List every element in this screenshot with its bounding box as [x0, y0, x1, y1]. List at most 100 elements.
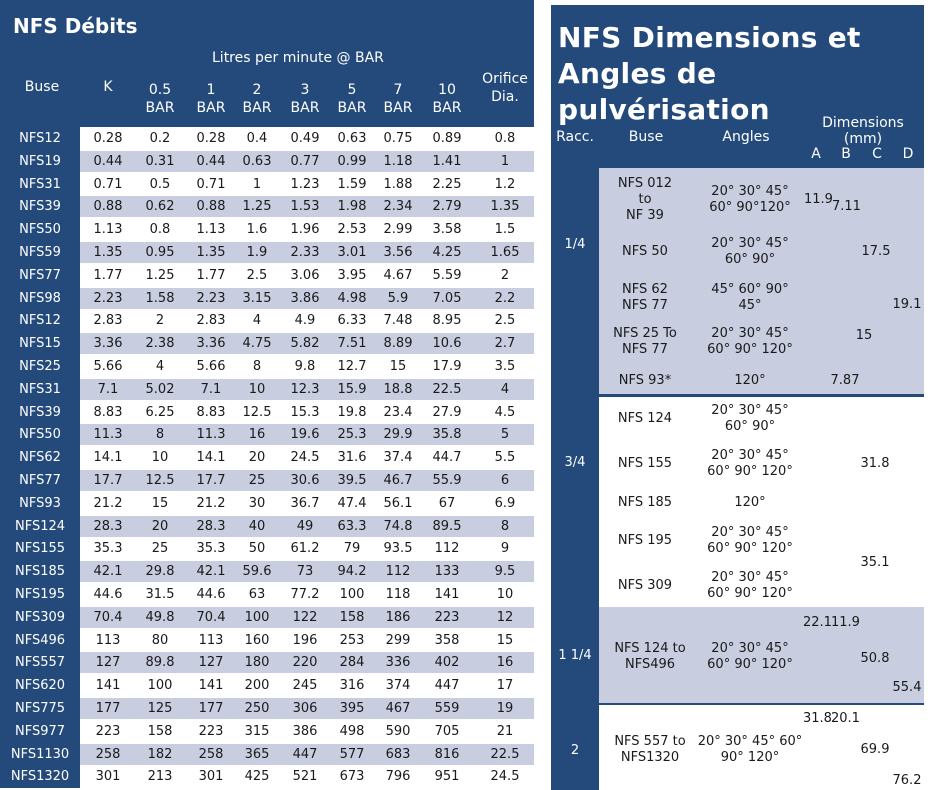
table-row: NFS775 177 125 177 250 306 395 467 559 19: [0, 697, 534, 720]
row-background: [80, 470, 534, 491]
table-cell: 158: [339, 609, 365, 625]
table-cell: 2.34: [383, 199, 413, 215]
table-row: NFS19 0.44 0.31 0.44 0.63 0.77 0.99 1.18 1.41 1: [0, 149, 534, 173]
table-cell: 63.3: [337, 518, 367, 534]
b2-r2-c: 31.8: [860, 456, 890, 471]
table-cell: 0.2: [149, 131, 171, 146]
table-cell: 39.5: [337, 473, 367, 488]
table-cell: 22.5: [490, 746, 520, 762]
row-background: [80, 196, 534, 218]
table-cell: 3.56: [383, 245, 413, 260]
b1-r1-angles: 20° 30° 45° 60° 90°120°: [709, 184, 791, 215]
dimensions-title-line2: Angles de pulvérisation: [558, 57, 770, 126]
table-cell: 5.82: [290, 336, 320, 352]
table-cell: 951: [434, 769, 460, 785]
table-cell: 1.13: [93, 222, 123, 238]
table-cell: 3.06: [290, 267, 320, 283]
dimensions-title: NFS Dimensions et Angles de pulvérisatio…: [558, 20, 924, 128]
table-row: NFS50 1.13 0.8 1.13 1.6 1.96 2.53 2.99 3.58 1.5: [0, 218, 534, 242]
column-header: Orifice Dia.: [482, 71, 528, 105]
table-cell: 1.65: [490, 245, 520, 260]
table-cell: 46.7: [383, 473, 413, 488]
table-cell: 127: [95, 655, 121, 671]
table-cell: 447: [434, 678, 460, 694]
b1-r2-angles: 20° 30° 45° 60° 90°: [711, 236, 789, 267]
nozzle-name: NFS12: [0, 127, 80, 150]
table-cell: 200: [244, 678, 270, 694]
b3-d: 55.4: [892, 680, 922, 695]
nozzle-name: NFS50: [0, 218, 80, 242]
b3-c: 50.8: [860, 651, 890, 666]
b3-b: 11.9: [831, 615, 860, 630]
table-cell: 0.63: [242, 153, 272, 169]
table-cell: 1.2: [494, 176, 516, 192]
table-cell: 7.05: [432, 290, 462, 306]
table-cell: 590: [385, 723, 411, 739]
table-cell: 258: [95, 746, 121, 762]
table-cell: 17.7: [93, 473, 123, 488]
b1-r4-angles: 20° 30° 45° 60° 90° 120°: [707, 326, 793, 357]
table-cell: 284: [339, 655, 365, 671]
nozzle-name: NFS977: [0, 719, 80, 743]
flow-table-title: NFS Débits: [13, 14, 138, 38]
table-cell: 8: [252, 359, 262, 374]
column-header: 5 BAR: [337, 82, 367, 116]
table-cell: 2.5: [494, 313, 516, 329]
table-cell: 816: [434, 746, 460, 762]
table-cell: 141: [198, 678, 224, 694]
row-background: [80, 698, 534, 719]
table-cell: 27.9: [432, 404, 462, 420]
table-cell: 63: [248, 587, 266, 602]
table-cell: 0.44: [196, 153, 226, 169]
table-cell: 141: [95, 678, 121, 694]
table-cell: 2.2: [494, 290, 516, 306]
table-row: NFS309 70.4 49.8 70.4 100 122 158 186 223 12: [0, 605, 534, 629]
nozzle-name: NFS31: [0, 172, 80, 196]
table-cell: 0.88: [93, 199, 123, 215]
table-cell: 100: [147, 678, 173, 694]
table-cell: 467: [385, 701, 411, 716]
table-row: NFS31 0.71 0.5 0.71 1 1.23 1.59 1.88 2.25 1.2: [0, 172, 534, 196]
block-2: 31.8 20.1 NFS 557 to NFS1320 20° 30° 45°…: [599, 705, 924, 790]
table-cell: 127: [198, 655, 224, 671]
table-row: NFS12 2.83 2 2.83 4 4.9 6.33 7.48 8.95 2.5: [0, 309, 534, 333]
table-cell: 44.7: [432, 450, 462, 466]
table-cell: 21: [496, 723, 514, 739]
b1-r3-buse: NFS 62 NFS 77: [622, 282, 668, 313]
table-cell: 42.1: [93, 564, 123, 580]
table-cell: 2.38: [145, 336, 175, 352]
table-cell: 2.5: [246, 267, 268, 283]
b2-r5-buse: NFS 309: [617, 578, 673, 593]
table-cell: 1.58: [145, 290, 175, 306]
table-cell: 113: [198, 632, 224, 648]
table-cell: 10: [248, 381, 266, 397]
table-row: NFS977 223 158 223 315 386 498 590 705 21: [0, 719, 534, 743]
nozzle-name: NFS98: [0, 286, 80, 310]
table-cell: 0.71: [196, 176, 226, 192]
table-row: NFS39 8.83 6.25 8.83 12.5 15.3 19.8 23.4 27.9 4.5: [0, 400, 534, 424]
table-cell: 213: [147, 769, 173, 785]
table-cell: 1.35: [490, 199, 520, 215]
table-cell: 3.36: [196, 336, 226, 352]
table-cell: 12.3: [290, 381, 320, 397]
table-row: NFS59 1.35 0.95 1.35 1.9 2.33 3.01 3.56 4.25 1.65: [0, 241, 534, 264]
table-cell: 4.67: [383, 267, 413, 283]
table-cell: 8.83: [196, 404, 226, 420]
table-cell: 1.6: [246, 222, 268, 238]
table-cell: 2.53: [337, 222, 367, 238]
table-cell: 20: [151, 518, 169, 534]
table-cell: 18.8: [383, 381, 413, 397]
nozzle-name: NFS39: [0, 195, 80, 219]
b1-r5-angles: 120°: [734, 373, 766, 388]
table-cell: 47.4: [337, 495, 367, 511]
nozzle-name: NFS93: [0, 491, 80, 515]
row-background: [80, 606, 534, 628]
nozzle-name: NFS59: [0, 241, 80, 264]
b2-r3-buse: NFS 185: [617, 495, 673, 510]
table-cell: 9: [500, 541, 510, 557]
row-background: [80, 333, 534, 355]
table-cell: 17.7: [196, 473, 226, 488]
dimensions-title-line1: NFS Dimensions et: [558, 21, 861, 54]
table-cell: 19: [496, 701, 514, 716]
table-cell: 11.3: [93, 427, 123, 443]
